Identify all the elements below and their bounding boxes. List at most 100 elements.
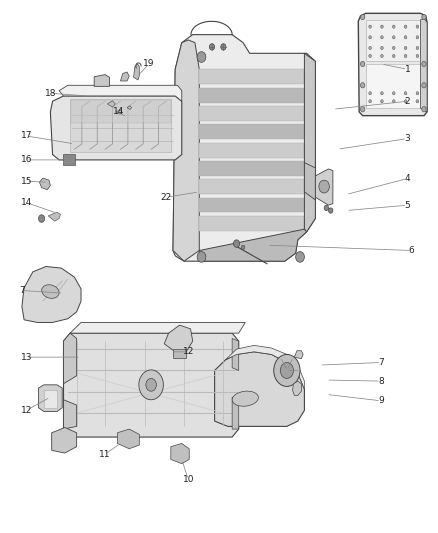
Polygon shape	[420, 19, 427, 112]
Text: 12: 12	[183, 348, 194, 356]
Circle shape	[392, 100, 395, 103]
Text: 9: 9	[378, 397, 384, 405]
Polygon shape	[293, 381, 301, 395]
Circle shape	[369, 25, 371, 28]
Text: 15: 15	[21, 177, 32, 185]
Text: 10: 10	[183, 475, 194, 484]
Ellipse shape	[42, 285, 59, 298]
Circle shape	[360, 107, 365, 112]
Polygon shape	[127, 106, 131, 109]
Polygon shape	[173, 40, 199, 261]
Circle shape	[381, 36, 383, 39]
Polygon shape	[70, 322, 245, 333]
Circle shape	[392, 25, 395, 28]
Polygon shape	[39, 178, 50, 190]
Text: 18: 18	[45, 89, 56, 98]
Circle shape	[416, 92, 419, 95]
Polygon shape	[366, 20, 420, 61]
Circle shape	[369, 92, 371, 95]
Circle shape	[197, 52, 206, 62]
Polygon shape	[44, 390, 57, 408]
Circle shape	[233, 240, 240, 247]
Polygon shape	[173, 35, 315, 261]
Polygon shape	[215, 352, 304, 426]
Circle shape	[381, 54, 383, 58]
Polygon shape	[199, 216, 304, 231]
Circle shape	[139, 370, 163, 400]
Polygon shape	[164, 325, 193, 352]
Circle shape	[241, 245, 245, 249]
Text: 17: 17	[21, 132, 32, 140]
Text: 12: 12	[21, 406, 32, 415]
Circle shape	[404, 92, 407, 95]
Polygon shape	[48, 212, 60, 221]
Circle shape	[392, 54, 395, 58]
Polygon shape	[232, 338, 239, 370]
Circle shape	[381, 25, 383, 28]
Polygon shape	[22, 266, 81, 322]
Text: 16: 16	[21, 156, 32, 164]
Polygon shape	[116, 110, 122, 114]
Circle shape	[274, 354, 300, 386]
Circle shape	[146, 378, 156, 391]
Polygon shape	[366, 64, 420, 108]
Text: 11: 11	[99, 450, 111, 458]
Polygon shape	[226, 345, 304, 389]
Text: 19: 19	[143, 60, 155, 68]
Ellipse shape	[232, 391, 258, 406]
Circle shape	[416, 46, 419, 50]
Text: 7: 7	[378, 358, 384, 367]
Circle shape	[422, 61, 426, 67]
Text: 7: 7	[19, 286, 25, 295]
Circle shape	[381, 92, 383, 95]
Circle shape	[369, 100, 371, 103]
Circle shape	[328, 208, 333, 213]
Circle shape	[404, 36, 407, 39]
Text: 14: 14	[21, 198, 32, 207]
Circle shape	[422, 14, 426, 20]
Circle shape	[369, 46, 371, 50]
Polygon shape	[199, 124, 304, 139]
Circle shape	[360, 61, 365, 67]
Polygon shape	[199, 143, 304, 158]
Circle shape	[404, 54, 407, 58]
Text: 5: 5	[404, 201, 410, 209]
Circle shape	[381, 46, 383, 50]
Circle shape	[404, 100, 407, 103]
Text: 13: 13	[21, 353, 32, 361]
Polygon shape	[64, 400, 77, 429]
Polygon shape	[232, 397, 239, 429]
Circle shape	[392, 46, 395, 50]
Polygon shape	[199, 87, 304, 102]
Circle shape	[404, 46, 407, 50]
Circle shape	[381, 100, 383, 103]
Text: 3: 3	[404, 134, 410, 143]
Circle shape	[221, 44, 226, 50]
Circle shape	[404, 25, 407, 28]
Polygon shape	[59, 85, 182, 101]
Polygon shape	[120, 72, 129, 81]
Polygon shape	[117, 429, 139, 449]
Circle shape	[392, 36, 395, 39]
Circle shape	[209, 44, 215, 50]
Text: 2: 2	[405, 97, 410, 106]
Circle shape	[319, 180, 329, 193]
Circle shape	[416, 25, 419, 28]
Polygon shape	[64, 333, 77, 384]
Polygon shape	[304, 53, 315, 232]
Circle shape	[422, 83, 426, 88]
Polygon shape	[199, 229, 307, 261]
Polygon shape	[171, 443, 189, 464]
Circle shape	[369, 54, 371, 58]
Circle shape	[416, 36, 419, 39]
Text: 14: 14	[113, 108, 124, 116]
Polygon shape	[294, 351, 303, 359]
Text: 1: 1	[404, 65, 410, 74]
Circle shape	[392, 92, 395, 95]
Polygon shape	[199, 106, 304, 121]
Polygon shape	[199, 179, 304, 194]
Polygon shape	[39, 385, 62, 411]
Circle shape	[280, 362, 293, 378]
Polygon shape	[199, 161, 304, 176]
Polygon shape	[64, 333, 239, 437]
